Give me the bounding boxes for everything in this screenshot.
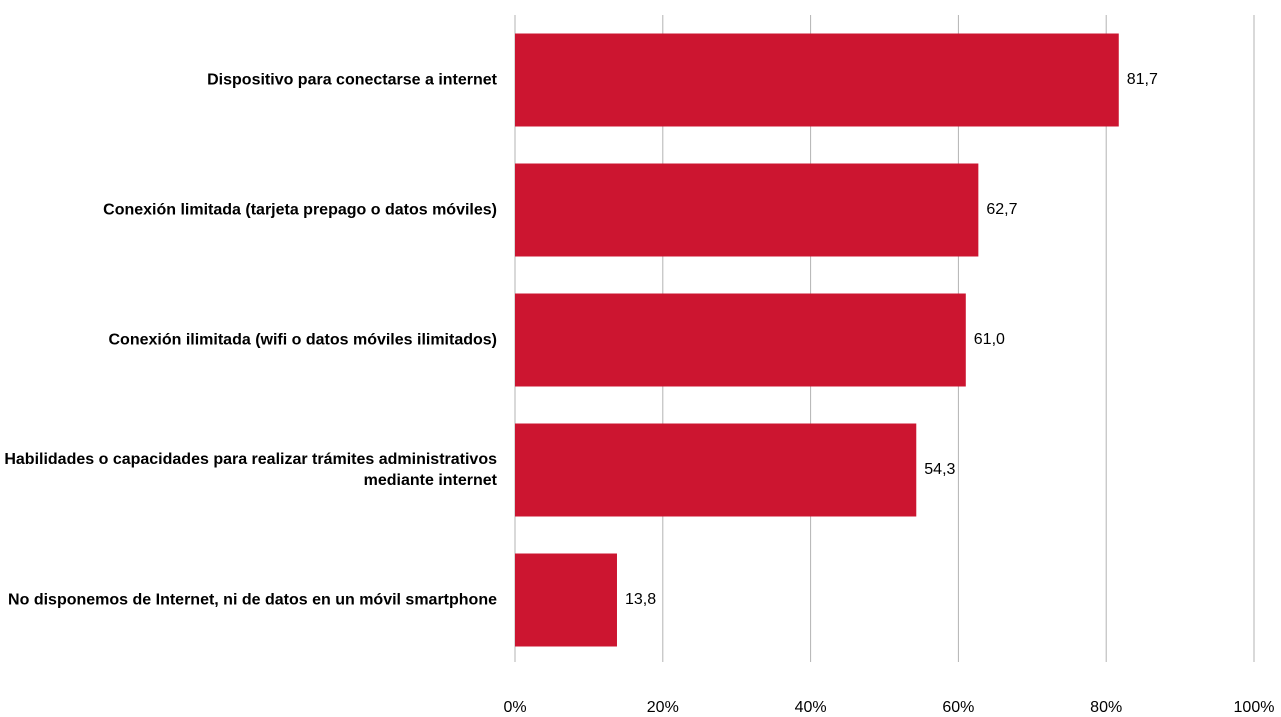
value-label: 54,3 xyxy=(924,461,955,478)
value-label: 61,0 xyxy=(974,331,1005,348)
x-tick-label: 40% xyxy=(795,699,827,716)
bar xyxy=(515,423,917,517)
value-label: 62,7 xyxy=(986,201,1017,218)
value-label: 13,8 xyxy=(625,591,656,608)
x-tick-label: 20% xyxy=(647,699,679,716)
bar xyxy=(515,163,979,257)
category-label: No disponemos de Internet, ni de datos e… xyxy=(8,591,497,609)
category-label: Dispositivo para conectarse a internet xyxy=(207,71,497,89)
x-tick-label: 80% xyxy=(1090,699,1122,716)
x-tick-label: 60% xyxy=(942,699,974,716)
category-label: Conexión ilimitada (wifi o datos móviles… xyxy=(108,331,498,349)
x-tick-label: 0% xyxy=(503,699,526,716)
category-label: Conexión limitada (tarjeta prepago o dat… xyxy=(103,201,497,219)
bar xyxy=(515,293,966,387)
value-label: 81,7 xyxy=(1127,71,1158,88)
x-tick-label: 100% xyxy=(1234,699,1275,716)
category-label: Habilidades o capacidades para realizar … xyxy=(4,451,497,489)
bar xyxy=(515,553,617,647)
bar xyxy=(515,33,1119,127)
